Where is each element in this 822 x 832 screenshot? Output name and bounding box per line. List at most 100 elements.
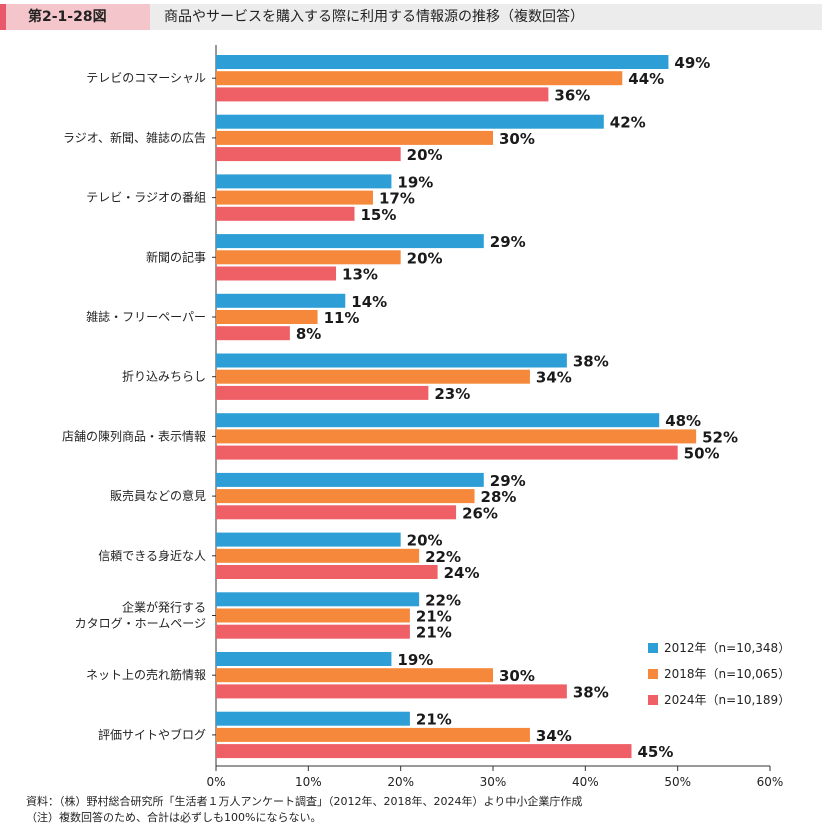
data-label: 20% [407,532,443,550]
data-label: 42% [610,114,646,132]
data-label: 36% [554,86,590,104]
bar [216,147,401,162]
bar [216,727,530,742]
data-label: 14% [351,293,387,311]
figure-number: 第2-1-28図 [0,4,150,30]
bar [216,55,669,69]
data-label: 44% [628,70,664,88]
data-label: 38% [573,683,609,701]
data-label: 34% [536,727,572,745]
data-label: 49% [674,54,710,72]
data-label: 29% [490,472,526,490]
x-tick-label: 40% [572,775,599,789]
category-label: 雑誌・フリーペーパー [86,309,206,324]
category-label: 信頼できる身近な人 [98,548,206,563]
bar [216,445,678,460]
bar [216,130,493,145]
data-label: 22% [425,548,461,566]
bar [216,234,484,249]
source-note: 資料：（株）野村総合研究所「生活者１万人アンケート調査」（2012年、2018年… [26,795,583,808]
legend-label: 2024年（n=10,189） [664,693,790,707]
data-label: 19% [397,651,433,669]
category-label: 企業が発行する [122,600,206,615]
data-label: 20% [407,146,443,164]
data-label: 23% [434,385,470,403]
bar [216,532,401,547]
data-label: 38% [573,353,609,371]
x-tick-label: 20% [387,775,414,789]
category-label: カタログ・ホームページ [75,617,206,631]
data-label: 52% [702,428,738,446]
bar [216,385,429,400]
legend-label: 2018年（n=10,065） [664,667,790,681]
data-label: 30% [499,667,535,685]
x-tick-label: 50% [664,775,691,789]
bar [216,652,392,666]
bar [216,353,567,368]
bar [216,608,410,623]
legend-label: 2012年（n=10,348） [664,641,790,655]
data-label: 19% [397,173,433,191]
bar [216,310,318,324]
data-label: 17% [379,190,415,208]
bar [216,174,392,189]
category-label: ネット上の売れ筋情報 [86,667,206,682]
data-label: 34% [536,369,572,387]
category-label: 評価サイトやブログ [98,727,206,742]
bar [216,592,420,607]
data-label: 26% [462,504,498,522]
data-label: 29% [490,233,526,251]
footer: 資料：（株）野村総合研究所「生活者１万人アンケート調査」（2012年、2018年… [26,794,582,826]
data-label: 21% [416,711,452,729]
bar [216,266,337,281]
x-tick-label: 10% [295,775,322,789]
bar [216,369,530,384]
x-tick-label: 30% [480,775,507,789]
category-label: テレビのコマーシャル [86,71,206,85]
header: 第2-1-28図 商品やサービスを購入する際に利用する情報源の推移（複数回答） [0,0,822,34]
legend-swatch [648,669,658,679]
legend-swatch [648,695,658,705]
data-label: 20% [407,249,443,267]
bar [216,489,475,504]
x-tick-label: 0% [206,775,225,789]
category-label: ラジオ、新聞、雑誌の広告 [63,130,206,145]
bar [216,548,420,563]
data-label: 13% [342,266,378,284]
bar [216,293,346,308]
bar [216,624,410,639]
bar [216,684,567,699]
bar [216,711,410,726]
data-label: 8% [296,325,321,343]
data-label: 48% [665,412,701,430]
data-label: 24% [444,564,480,582]
legend-swatch [648,643,658,653]
bar [216,565,438,579]
bar [216,87,549,102]
category-label: 折り込みちらし [122,369,206,384]
data-label: 11% [324,309,360,327]
category-label: 店舗の陳列商品・表示情報 [62,428,206,443]
bar [216,114,604,129]
bar [216,190,373,205]
bar [216,413,660,428]
data-label: 21% [416,624,452,642]
bar [216,206,355,221]
figure-title: 商品やサービスを購入する際に利用する情報源の推移（複数回答） [150,4,822,30]
bar [216,71,623,86]
data-label: 28% [481,488,517,506]
bar [216,250,401,265]
category-label: テレビ・ラジオの番組 [86,191,206,205]
data-label: 21% [416,608,452,626]
bar [216,744,632,759]
bar [216,429,697,444]
bar-chart: 0% 10% 20% 30% 40% 50% 60% テレビのコマーシャル 49% 44% 36% ラ… [62,45,790,789]
category-label: 販売員などの意見 [110,488,206,503]
data-label: 45% [638,743,674,761]
bar [216,668,493,683]
bar [216,472,484,487]
data-label: 50% [684,445,720,463]
data-label: 15% [361,206,397,224]
category-label: 新聞の記事 [146,249,206,264]
x-tick-label: 60% [757,775,784,789]
